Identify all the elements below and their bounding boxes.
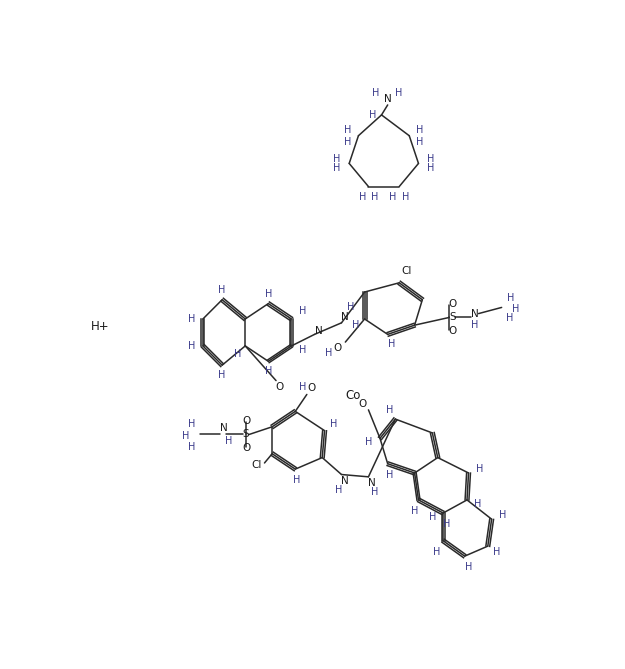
Text: N: N: [384, 94, 391, 104]
Text: O: O: [308, 383, 316, 393]
Text: H: H: [188, 341, 195, 351]
Text: H: H: [416, 124, 424, 134]
Text: H: H: [433, 547, 441, 557]
Text: H: H: [188, 314, 195, 324]
Text: H: H: [493, 547, 501, 557]
Text: H: H: [371, 487, 378, 497]
Text: H: H: [508, 293, 514, 303]
Text: H: H: [371, 192, 378, 202]
Text: N: N: [220, 423, 228, 434]
Text: H: H: [333, 163, 341, 173]
Text: N: N: [341, 476, 349, 486]
Text: H: H: [465, 562, 472, 572]
Text: H: H: [359, 192, 366, 202]
Text: H: H: [299, 345, 307, 355]
Text: H+: H+: [91, 320, 109, 333]
Text: O: O: [242, 415, 250, 425]
Text: Cl: Cl: [402, 266, 412, 276]
Text: H: H: [474, 499, 481, 509]
Text: H: H: [512, 304, 519, 314]
Text: O: O: [448, 326, 456, 337]
Text: H: H: [293, 475, 301, 485]
Text: H: H: [506, 313, 513, 323]
Text: H: H: [335, 485, 342, 495]
Text: H: H: [344, 124, 351, 134]
Text: O: O: [276, 382, 284, 392]
Text: H: H: [219, 285, 226, 295]
Text: H: H: [352, 320, 359, 330]
Text: H: H: [264, 367, 272, 377]
Text: H: H: [372, 88, 379, 98]
Text: H: H: [299, 306, 307, 316]
Text: H: H: [219, 370, 226, 380]
Text: H: H: [476, 464, 483, 474]
Text: O: O: [358, 399, 366, 409]
Text: S: S: [242, 429, 249, 440]
Text: H: H: [427, 154, 434, 164]
Text: H: H: [347, 302, 354, 312]
Text: H: H: [299, 382, 306, 392]
Text: H: H: [333, 154, 341, 164]
Text: H: H: [182, 431, 189, 441]
Text: H: H: [411, 506, 418, 516]
Text: Cl: Cl: [252, 460, 262, 470]
Text: H: H: [389, 192, 397, 202]
Text: O: O: [448, 298, 456, 308]
Text: H: H: [234, 349, 241, 359]
Text: H: H: [499, 510, 506, 520]
Text: H: H: [416, 137, 424, 147]
Text: N: N: [471, 308, 479, 318]
Text: H: H: [386, 405, 393, 415]
Text: H: H: [325, 348, 332, 358]
Text: H: H: [402, 192, 409, 202]
Text: H: H: [429, 512, 436, 522]
Text: H: H: [386, 470, 393, 480]
Text: H: H: [330, 419, 338, 429]
Text: O: O: [334, 343, 342, 353]
Text: N: N: [368, 478, 376, 488]
Text: H: H: [443, 518, 451, 529]
Text: H: H: [188, 442, 196, 452]
Text: N: N: [341, 312, 349, 322]
Text: H: H: [369, 110, 376, 120]
Text: H: H: [427, 163, 434, 173]
Text: Co: Co: [346, 389, 361, 403]
Text: H: H: [471, 320, 478, 330]
Text: O: O: [242, 444, 250, 454]
Text: H: H: [188, 419, 196, 429]
Text: H: H: [365, 437, 372, 447]
Text: H: H: [264, 288, 272, 298]
Text: H: H: [388, 339, 395, 349]
Text: H: H: [395, 88, 402, 98]
Text: N: N: [314, 326, 322, 336]
Text: H: H: [344, 137, 351, 147]
Text: S: S: [449, 312, 456, 322]
Text: H: H: [226, 436, 232, 446]
